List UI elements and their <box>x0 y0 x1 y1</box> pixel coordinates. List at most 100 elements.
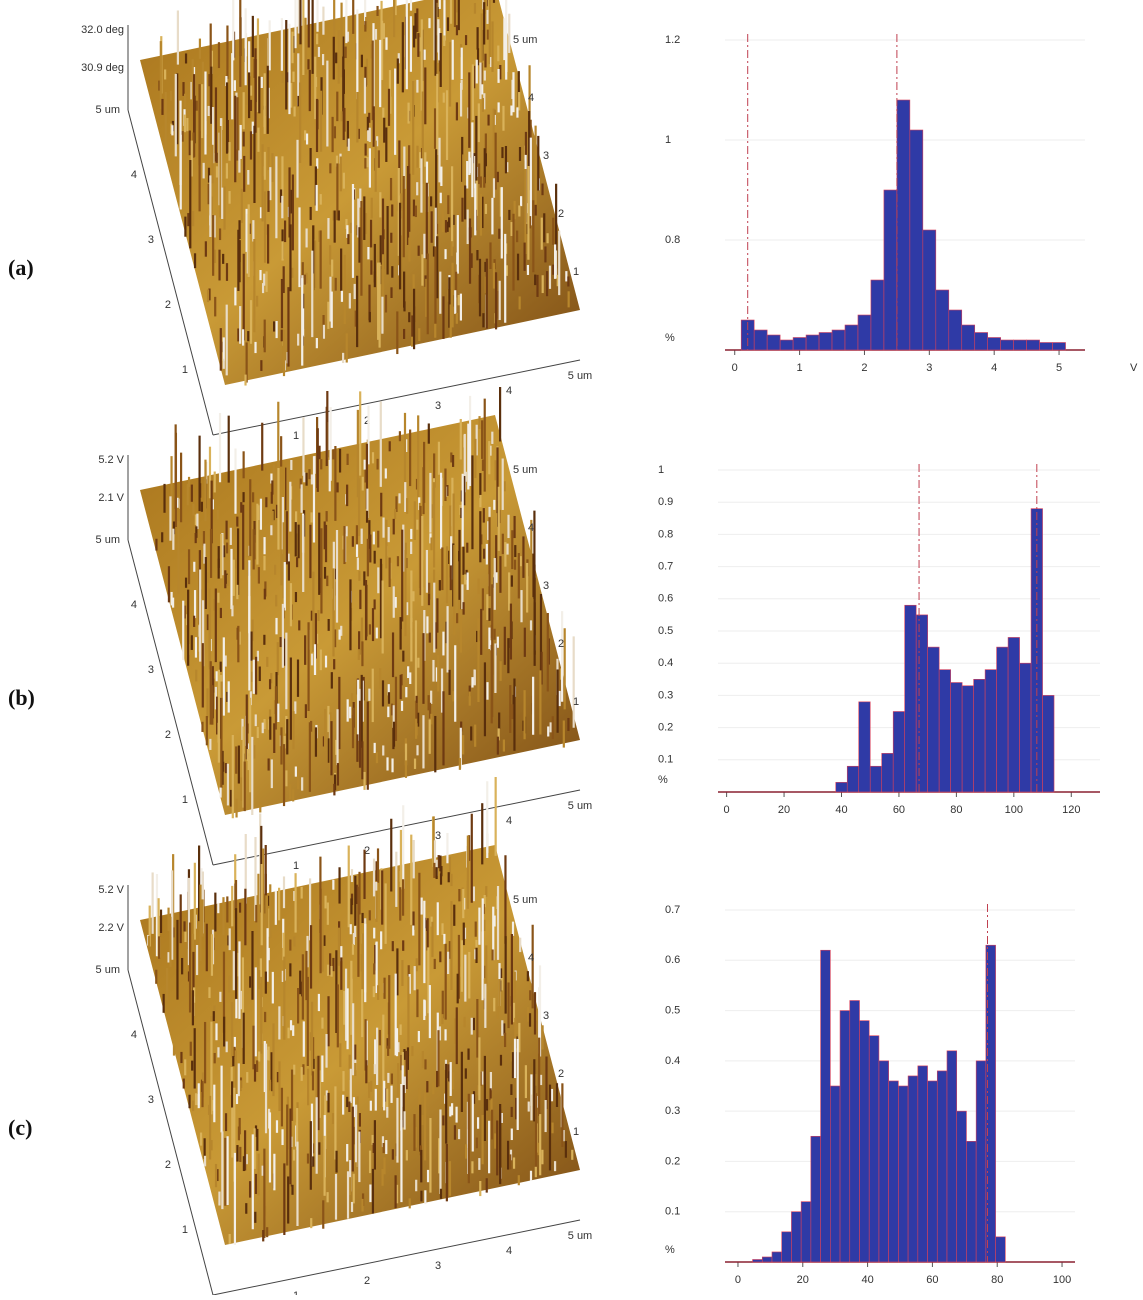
histogram-bar <box>896 99 911 351</box>
surface-tick-label: 1 <box>573 696 579 708</box>
y-tick-label: 0.7 <box>658 561 673 573</box>
histogram-bar <box>839 1010 851 1263</box>
surface-axis <box>127 539 214 866</box>
y-tick-label: 0.3 <box>658 689 673 701</box>
x-unit: V <box>1130 362 1138 374</box>
x-tick-label: 20 <box>778 804 790 816</box>
y-tick-label: 0.5 <box>665 1004 680 1016</box>
histogram-bar <box>984 669 997 793</box>
surface-tick-label: 4 <box>528 92 534 104</box>
histogram-bar <box>1039 342 1053 351</box>
histogram-bar <box>810 1135 821 1263</box>
histogram-bar <box>781 1231 792 1263</box>
x-tick-label: 40 <box>835 804 847 816</box>
histogram-bar <box>779 339 794 351</box>
surface-tick-label: 5 um <box>96 104 120 116</box>
y-unit: % <box>665 332 675 344</box>
histogram-bar <box>1019 662 1032 793</box>
surface-base <box>140 845 580 1245</box>
surface-tick-label: 5 um <box>568 370 592 382</box>
surface-tick-label: 4 <box>131 169 137 181</box>
surface-tick-label: 1 <box>182 1224 188 1236</box>
surface-tick-label: 2 <box>364 1275 370 1287</box>
histogram-bar <box>849 1000 860 1263</box>
histogram-bar <box>878 1060 889 1263</box>
y-tick-label: 0.6 <box>658 593 673 605</box>
surface-tick-label: 3 <box>148 1094 154 1106</box>
x-tick-label: 0 <box>735 1274 741 1286</box>
surface-image <box>140 0 580 386</box>
x-tick-label: 20 <box>797 1274 809 1286</box>
x-tick-label: 60 <box>893 804 905 816</box>
surface-tick-label: 1 <box>573 266 579 278</box>
y-tick-label: 0.4 <box>658 657 673 669</box>
histogram-bar <box>1013 339 1027 351</box>
surface-tick-label: 1 <box>573 1126 579 1138</box>
histogram-bar <box>820 949 831 1263</box>
y-tick-label: 1 <box>658 464 664 476</box>
histogram-bar <box>915 614 928 793</box>
histogram-bar <box>1007 637 1020 793</box>
histogram-bar <box>996 646 1009 793</box>
surface-axis <box>127 109 214 436</box>
histogram-bar <box>961 324 976 351</box>
histogram-bar <box>1000 339 1014 351</box>
y-tick-label: 0.1 <box>665 1206 680 1218</box>
histogram-bar <box>766 334 781 351</box>
surface-tick-label: 5 um <box>513 464 537 476</box>
x-tick-label: 80 <box>950 804 962 816</box>
x-tick-label: 1 <box>797 362 803 374</box>
y-tick-label: 0.6 <box>665 954 680 966</box>
histogram-bar <box>881 753 894 793</box>
histogram-bar <box>869 765 883 793</box>
y-tick-label: 0.8 <box>665 234 680 246</box>
histogram-bar <box>950 682 963 793</box>
histogram-bar <box>917 1065 928 1263</box>
panel-label: (c) <box>8 1115 32 1140</box>
histogram-bar <box>966 1141 977 1263</box>
y-tick-label: 0.8 <box>658 528 673 540</box>
histogram-bar <box>800 1201 812 1263</box>
surface-tick-label: 5 um <box>96 534 120 546</box>
histogram-bar <box>904 604 917 793</box>
histogram-bar <box>922 229 937 351</box>
histogram-bar <box>883 189 898 351</box>
surface-tick-label: 5 um <box>568 1230 592 1242</box>
surface-axis <box>212 1219 581 1296</box>
histogram-bar <box>948 309 963 351</box>
histogram-bar <box>792 337 807 351</box>
histogram-bar <box>973 678 986 793</box>
histogram-bar <box>1042 695 1055 793</box>
histogram-bar <box>995 1236 1006 1263</box>
y-tick-label: 0.3 <box>665 1105 680 1117</box>
z-label: 30.9 deg <box>81 62 124 74</box>
x-tick-label: 2 <box>861 362 867 374</box>
histogram-bar <box>888 1080 899 1263</box>
surface-tick-label: 4 <box>528 952 534 964</box>
panel-label: (b) <box>8 685 35 710</box>
surface-tick-label: 5 um <box>96 964 120 976</box>
surface-tick-label: 1 <box>182 364 188 376</box>
surface-tick-label: 3 <box>543 1010 549 1022</box>
surface-tick-label: 4 <box>506 815 512 827</box>
surface-tick-label: 3 <box>543 580 549 592</box>
histogram-bar <box>771 1251 783 1263</box>
z-label: 2.1 V <box>98 492 124 504</box>
histogram-bar <box>870 279 885 351</box>
histogram-bar <box>927 646 940 793</box>
panel-label: (a) <box>8 255 34 280</box>
histogram-bar <box>830 1085 841 1263</box>
surface-tick-label: 3 <box>543 150 549 162</box>
histogram-bar <box>935 289 950 351</box>
surface-tick-label: 3 <box>435 830 441 842</box>
histogram-bar <box>975 1060 987 1263</box>
histogram-bar <box>985 944 996 1263</box>
y-tick-label: 0.1 <box>658 754 673 766</box>
y-tick-label: 0.9 <box>658 496 673 508</box>
surface-tick-label: 1 <box>293 860 299 872</box>
histogram-bar <box>1026 339 1040 351</box>
surface-tick-label: 1 <box>182 794 188 806</box>
histogram-bar <box>857 314 872 351</box>
histogram-bar <box>907 1075 919 1263</box>
